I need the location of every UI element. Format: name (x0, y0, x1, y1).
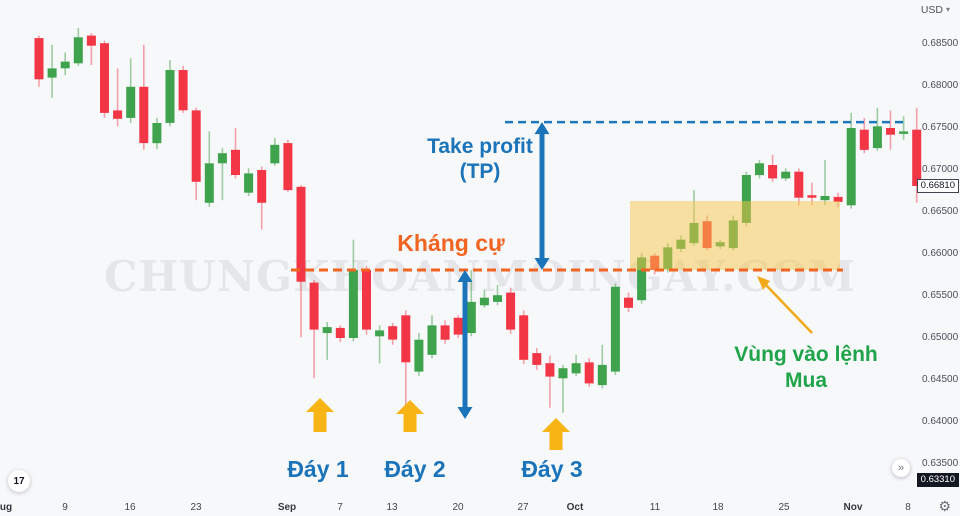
settings-gear-icon[interactable]: ⚙ (938, 498, 951, 514)
time-tick: 18 (712, 502, 724, 513)
time-tick: 20 (452, 502, 464, 513)
bottom-3-label: Đáy 3 (521, 456, 583, 482)
buy-zone-label-line1: Vùng vào lệnh (734, 343, 878, 366)
buy-zone-label: Vùng vào lệnh Mua (706, 342, 906, 394)
buy-zone-label-line2: Mua (785, 369, 827, 392)
price-tick: 0.64000 (922, 416, 959, 427)
price-tick: 0.63500 (922, 458, 959, 469)
resistance-measure-arrow (457, 269, 473, 419)
low-price-badge: 0.63310 (916, 472, 959, 487)
time-tick: 27 (517, 502, 529, 513)
price-tick: 0.65000 (922, 332, 959, 343)
time-tick: 25 (778, 502, 790, 513)
tradingview-logo-glyph: 17 (13, 475, 25, 487)
time-tick: 9 (62, 502, 68, 513)
current-price-badge: 0.66810 (916, 178, 959, 193)
resistance-label: Kháng cự (397, 230, 505, 256)
bottom-1-arrow-icon (306, 398, 334, 432)
buy-zone-rect (630, 201, 840, 270)
time-tick: 8 (905, 502, 911, 513)
time-axis[interactable]: ug 9 16 23 Sep 7 13 20 27 Oct 11 18 25 Nov 8 (0, 497, 918, 516)
take-profit-label-line2: (TP) (459, 160, 501, 183)
tradingview-logo[interactable]: 17 (8, 470, 30, 492)
time-tick: Nov (843, 502, 863, 513)
price-tick: 0.67000 (922, 164, 959, 175)
bottom-2-label: Đáy 2 (384, 456, 446, 482)
price-tick: 0.65500 (922, 290, 959, 301)
price-tick: 0.66000 (922, 248, 959, 259)
bottom-3-arrow-icon (542, 418, 570, 450)
symbol-currency-selector[interactable]: USD ▾ (921, 4, 950, 16)
price-tick: 0.64500 (922, 374, 959, 385)
time-tick: 11 (649, 502, 661, 513)
take-profit-label: Take profit (TP) (380, 134, 580, 184)
bottom-2-arrow-icon (396, 400, 424, 432)
time-tick: 13 (386, 502, 398, 513)
price-tick: 0.68500 (922, 38, 959, 49)
bottom-1-label: Đáy 1 (287, 456, 349, 482)
time-tick: ug (0, 502, 13, 513)
take-profit-measure-arrow (534, 122, 550, 270)
price-tick: 0.66500 (922, 206, 959, 217)
time-tick: Sep (277, 502, 297, 513)
symbol-currency-label: USD (920, 4, 943, 16)
candles (34, 28, 922, 413)
caret-down-icon: ▾ (945, 5, 950, 14)
price-axis[interactable]: 0.68500 0.68000 0.67500 0.67000 0.66500 0.660… (918, 0, 960, 497)
take-profit-label-line1: Take profit (427, 135, 533, 158)
time-tick: 7 (337, 502, 343, 513)
buy-zone-pointer-arrow (757, 276, 813, 334)
price-tick: 0.68000 (922, 80, 959, 91)
time-tick: 16 (124, 502, 136, 513)
time-tick: 23 (190, 502, 202, 513)
time-tick: Oct (566, 502, 584, 513)
price-tick: 0.67500 (922, 122, 959, 133)
scroll-right-button[interactable]: » (892, 459, 910, 477)
